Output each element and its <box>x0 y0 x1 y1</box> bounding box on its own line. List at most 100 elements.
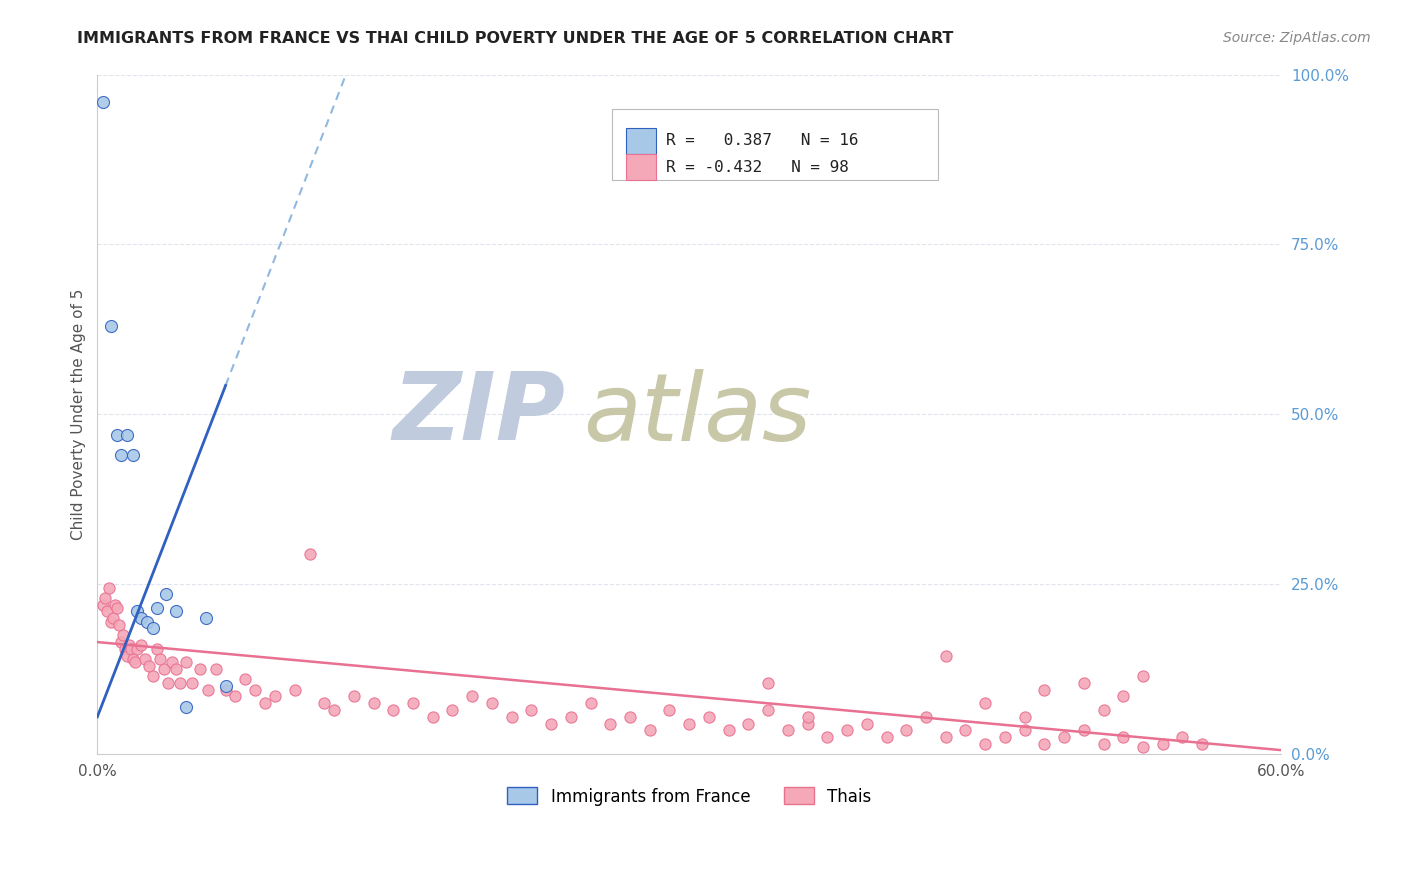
Point <box>1132 740 1154 755</box>
Point <box>134 652 156 666</box>
Point <box>110 448 132 462</box>
Point <box>540 716 562 731</box>
FancyBboxPatch shape <box>627 128 657 153</box>
Point <box>560 710 582 724</box>
Point <box>100 615 122 629</box>
Text: ZIP: ZIP <box>392 368 565 460</box>
Point <box>145 601 167 615</box>
Point <box>776 723 799 738</box>
Point <box>181 676 204 690</box>
Point <box>155 587 177 601</box>
Point <box>1092 737 1115 751</box>
Point <box>1073 676 1095 690</box>
Point <box>114 641 136 656</box>
Point <box>108 618 131 632</box>
Point <box>121 652 143 666</box>
Point <box>169 676 191 690</box>
Text: R =   0.387   N = 16: R = 0.387 N = 16 <box>665 133 858 148</box>
Point <box>110 635 132 649</box>
Y-axis label: Child Poverty Under the Age of 5: Child Poverty Under the Age of 5 <box>72 289 86 540</box>
Point <box>214 682 236 697</box>
Point <box>197 682 219 697</box>
FancyBboxPatch shape <box>612 109 938 180</box>
Point <box>1152 737 1174 751</box>
Point <box>214 679 236 693</box>
Point <box>796 716 818 731</box>
Point <box>974 696 997 710</box>
Point <box>162 656 184 670</box>
Point <box>1014 710 1036 724</box>
Point <box>145 641 167 656</box>
Point <box>1191 737 1213 751</box>
Point <box>174 699 197 714</box>
Point <box>124 656 146 670</box>
Point <box>835 723 858 738</box>
Point <box>1112 730 1135 744</box>
Point <box>125 605 148 619</box>
Point <box>299 547 322 561</box>
Point <box>323 703 346 717</box>
Point <box>678 716 700 731</box>
Point <box>697 710 720 724</box>
Point <box>756 676 779 690</box>
Point <box>1112 690 1135 704</box>
Point <box>737 716 759 731</box>
Text: R = -0.432   N = 98: R = -0.432 N = 98 <box>665 160 848 175</box>
Point <box>254 696 277 710</box>
Point <box>855 716 877 731</box>
Point <box>579 696 602 710</box>
FancyBboxPatch shape <box>627 154 657 180</box>
Point <box>129 639 152 653</box>
Point <box>441 703 464 717</box>
Point <box>135 615 157 629</box>
Point <box>382 703 405 717</box>
Point <box>915 710 938 724</box>
Point <box>896 723 918 738</box>
Point <box>638 723 661 738</box>
Point <box>142 622 165 636</box>
Point <box>91 598 114 612</box>
Point <box>94 591 117 605</box>
Text: Source: ZipAtlas.com: Source: ZipAtlas.com <box>1223 31 1371 45</box>
Point <box>363 696 385 710</box>
Point <box>120 641 142 656</box>
Point <box>1053 730 1076 744</box>
Point <box>142 669 165 683</box>
Point <box>174 656 197 670</box>
Point <box>1014 723 1036 738</box>
Point <box>188 662 211 676</box>
Point <box>658 703 681 717</box>
Point <box>165 605 187 619</box>
Point <box>1033 682 1056 697</box>
Point <box>343 690 366 704</box>
Point <box>815 730 838 744</box>
Point <box>1033 737 1056 751</box>
Point <box>481 696 503 710</box>
Point <box>138 658 160 673</box>
Point <box>1132 669 1154 683</box>
Point <box>121 448 143 462</box>
Point <box>105 427 128 442</box>
Point <box>314 696 336 710</box>
Point <box>125 641 148 656</box>
Point <box>501 710 523 724</box>
Point <box>876 730 898 744</box>
Point <box>149 652 172 666</box>
Point <box>204 662 226 676</box>
Point <box>284 682 307 697</box>
Point <box>101 611 124 625</box>
Point <box>619 710 641 724</box>
Point <box>796 710 818 724</box>
Point <box>111 628 134 642</box>
Point <box>974 737 997 751</box>
Point <box>402 696 425 710</box>
Point <box>756 703 779 717</box>
Point <box>520 703 543 717</box>
Point <box>935 648 957 663</box>
Point <box>104 598 127 612</box>
Point <box>153 662 176 676</box>
Point <box>157 676 180 690</box>
Point <box>129 611 152 625</box>
Point <box>243 682 266 697</box>
Point <box>233 673 256 687</box>
